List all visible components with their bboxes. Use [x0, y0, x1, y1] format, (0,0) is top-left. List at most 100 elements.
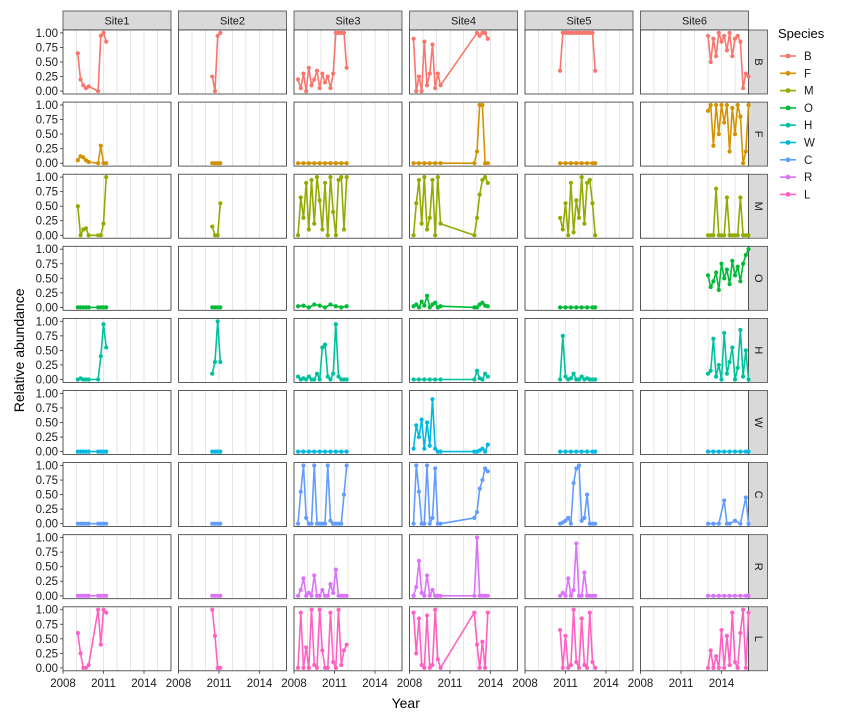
x-tick-label: 2011 [553, 678, 578, 690]
data-point [593, 305, 598, 310]
data-point [576, 463, 582, 468]
data-point [81, 155, 86, 160]
data-point [104, 593, 109, 598]
data-point [714, 54, 719, 59]
data-point [210, 74, 215, 79]
data-point [422, 161, 427, 166]
data-point [730, 105, 735, 111]
x-tick-label: 2014 [131, 678, 157, 690]
panel-border [293, 173, 403, 239]
data-point [81, 83, 86, 88]
data-point [483, 449, 488, 454]
data-point [558, 305, 563, 310]
data-point [331, 209, 336, 215]
data-point [416, 74, 422, 79]
series-line-O-Site3 [297, 303, 347, 309]
data-point [563, 633, 568, 638]
data-point [582, 662, 587, 668]
data-point [339, 175, 344, 180]
data-point [722, 233, 727, 238]
data-point [210, 607, 215, 612]
data-point [724, 195, 730, 200]
data-point [430, 515, 435, 520]
y-tick-label: 0.75 [36, 475, 58, 487]
data-point [416, 489, 422, 494]
facet-label-species: R [752, 563, 764, 571]
data-point [474, 509, 480, 515]
data-point [746, 233, 751, 238]
data-point [727, 662, 732, 668]
data-point [414, 423, 419, 428]
data-point [735, 33, 740, 38]
data-point [574, 198, 579, 203]
data-point [738, 521, 743, 526]
data-point [312, 662, 317, 668]
data-point [485, 374, 490, 379]
data-point [304, 180, 309, 186]
facet-label-species: O [752, 274, 764, 283]
data-point [344, 449, 349, 454]
data-point [474, 215, 480, 220]
data-point [438, 304, 443, 309]
data-point [424, 83, 430, 88]
data-point [328, 518, 333, 523]
data-point [746, 247, 751, 252]
data-point [746, 377, 751, 382]
legend-label: R [804, 172, 812, 184]
data-point [78, 77, 83, 82]
data-point [314, 665, 320, 670]
data-point [574, 449, 579, 454]
data-point [732, 36, 738, 41]
data-point [724, 267, 730, 272]
data-point [576, 665, 582, 670]
y-tick-label: 0.50 [36, 273, 58, 285]
panel-border [178, 173, 287, 239]
data-point [563, 305, 568, 310]
data-point [325, 463, 330, 468]
data-point [419, 590, 424, 595]
data-point [86, 233, 91, 238]
y-tick-label: 0.00 [36, 663, 58, 675]
data-point [566, 576, 571, 581]
data-point [322, 342, 328, 347]
data-point [433, 466, 438, 471]
y-tick-label: 0.25 [36, 288, 58, 300]
data-point [86, 84, 91, 89]
panel-border [293, 317, 403, 383]
data-point [317, 377, 322, 382]
data-point [309, 593, 314, 598]
data-point [320, 587, 325, 593]
panel-border [409, 101, 518, 167]
data-point [711, 665, 716, 670]
data-point [558, 449, 563, 454]
data-point [735, 233, 740, 238]
data-point [333, 304, 338, 309]
y-tick-label: 0.25 [36, 360, 58, 372]
panel-border [409, 534, 518, 600]
data-point [215, 33, 220, 38]
data-point [301, 161, 306, 166]
data-point [738, 279, 743, 284]
data-point [96, 377, 101, 382]
data-point [560, 665, 565, 670]
facet-strip-row [748, 534, 768, 600]
data-point [75, 51, 80, 56]
data-point [485, 161, 490, 166]
data-point [314, 371, 320, 376]
data-point [304, 377, 309, 382]
panel-border [409, 390, 518, 455]
y-tick-label: 1.00 [36, 316, 58, 328]
data-point [571, 607, 576, 612]
data-point [325, 593, 330, 598]
data-point [331, 590, 336, 595]
legend-key-point [785, 192, 791, 197]
data-point [328, 610, 333, 615]
data-point [298, 489, 303, 494]
data-point [104, 161, 109, 166]
data-point [210, 371, 215, 376]
data-point [320, 227, 325, 232]
data-point [435, 657, 440, 662]
data-point [705, 449, 711, 454]
data-point [579, 616, 584, 621]
data-point [708, 284, 713, 290]
